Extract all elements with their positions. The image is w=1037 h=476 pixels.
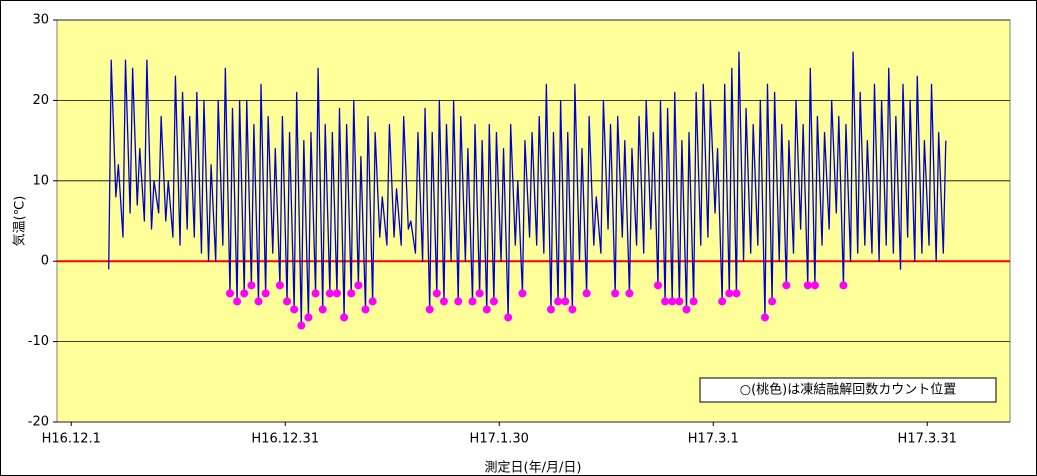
y-tick-label: 0 [41,254,49,269]
freeze-thaw-point [803,281,812,290]
x-tick-label: H16.12.1 [42,432,101,447]
freeze-thaw-point [839,281,848,290]
freeze-thaw-point [668,297,677,306]
freeze-thaw-point [475,289,484,298]
x-axis-label: 測定日(年/月/日) [485,461,582,476]
y-tick-label: 10 [32,173,49,188]
y-tick-label: 20 [32,93,49,108]
freeze-thaw-point [611,289,620,298]
annotation: ○(桃色)は凍結融解回数カウント位置 [740,382,957,398]
freeze-thaw-point [725,289,734,298]
freeze-thaw-point [504,313,513,322]
freeze-thaw-point [311,289,320,298]
freeze-thaw-point [261,289,270,298]
freeze-thaw-point [718,297,727,306]
y-axis-label: 気温(℃) [12,196,28,247]
freeze-thaw-point [283,297,292,306]
freeze-thaw-point [439,297,448,306]
freeze-thaw-point [361,305,370,314]
freeze-thaw-point [225,289,234,298]
freeze-thaw-point [568,305,577,314]
x-tick-label: H17.1.30 [470,432,529,447]
freeze-thaw-point [233,297,242,306]
freeze-thaw-point [653,281,662,290]
freeze-thaw-point [468,297,477,306]
freeze-thaw-point [347,289,356,298]
freeze-thaw-point [325,289,334,298]
freeze-thaw-point [332,289,341,298]
freeze-thaw-point [782,281,791,290]
freeze-thaw-point [582,289,591,298]
freeze-thaw-point [810,281,819,290]
freeze-thaw-point [275,281,284,290]
y-tick-label: 30 [32,13,49,28]
freeze-thaw-point [682,305,691,314]
freeze-thaw-point [489,297,498,306]
freeze-thaw-point [518,289,527,298]
freeze-thaw-point [368,297,377,306]
y-tick-label: -20 [28,415,49,430]
freeze-thaw-point [561,297,570,306]
freeze-thaw-point [354,281,363,290]
freeze-thaw-point [254,297,263,306]
freeze-thaw-point [760,313,769,322]
y-tick-label: -10 [28,334,49,349]
freeze-thaw-point [432,289,441,298]
freeze-thaw-point [240,289,249,298]
x-tick-label: H17.3.1 [688,432,739,447]
freeze-thaw-point [661,297,670,306]
freeze-thaw-point [454,297,463,306]
freeze-thaw-point [290,305,299,314]
freeze-thaw-point [340,313,349,322]
x-tick-label: H16.12.31 [251,432,319,447]
freeze-thaw-point [689,297,698,306]
freeze-thaw-point [625,289,634,298]
freeze-thaw-point [482,305,491,314]
freeze-thaw-point [425,305,434,314]
freeze-thaw-point [546,305,555,314]
freeze-thaw-point [768,297,777,306]
freeze-thaw-point [675,297,684,306]
annotation-box [699,377,997,403]
freeze-thaw-point [732,289,741,298]
freeze-thaw-point [304,313,313,322]
freeze-thaw-point [318,305,327,314]
freeze-thaw-point [247,281,256,290]
freeze-thaw-point [554,297,563,306]
freeze-thaw-point [297,321,306,330]
temperature-line [108,51,947,327]
x-tick-label: H17.3.31 [898,432,957,447]
